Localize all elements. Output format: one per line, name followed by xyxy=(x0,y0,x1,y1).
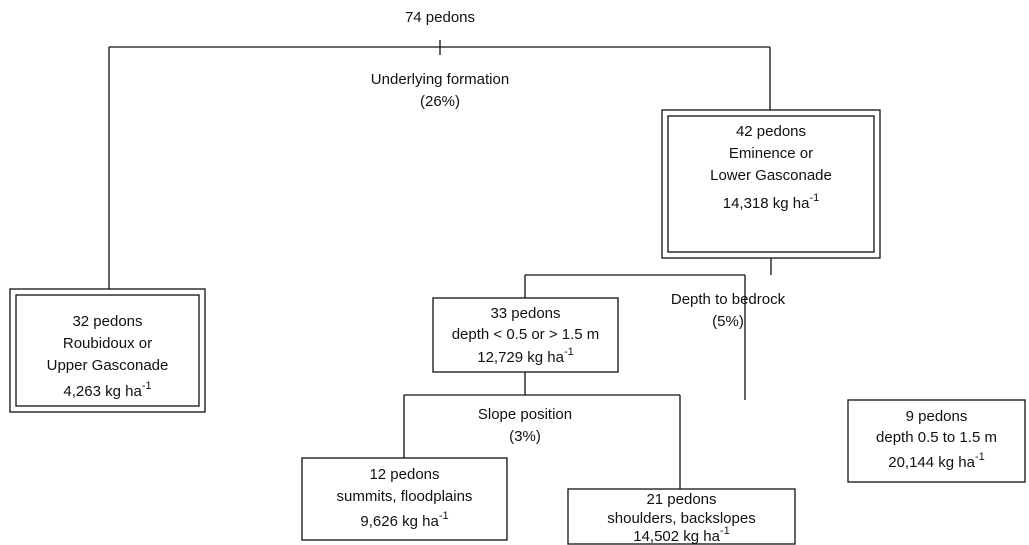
yield-exponent: -1 xyxy=(142,380,152,392)
node-count: 9 pedons xyxy=(906,408,968,425)
yield-value: 12,729 kg ha xyxy=(477,349,564,366)
connectors xyxy=(108,40,772,489)
yield-value: 20,144 kg ha xyxy=(888,454,975,471)
node-condition: Upper Gasconade xyxy=(47,357,169,374)
yield-value: 14,502 kg ha xyxy=(633,528,720,545)
node-count: 33 pedons xyxy=(490,305,560,322)
split-importance: (5%) xyxy=(712,313,744,330)
node-condition: Eminence or xyxy=(729,145,813,162)
node-box xyxy=(567,488,796,545)
node-yield: 14,502 kg ha-1 xyxy=(633,525,730,545)
split-label: Slope position xyxy=(478,406,572,423)
split-importance: (26%) xyxy=(420,93,460,110)
node-condition: shoulders, backslopes xyxy=(607,510,755,527)
node-count: 12 pedons xyxy=(369,466,439,483)
node-condition: depth 0.5 to 1.5 m xyxy=(876,429,997,446)
node-box xyxy=(661,109,881,259)
node-box-inner xyxy=(15,294,200,407)
tree-node: 12 pedons summits, floodplains 9,626 kg ha… xyxy=(301,457,508,541)
yield-value: 4,263 kg ha xyxy=(63,383,142,400)
tree-node: 33 pedons depth < 0.5 or > 1.5 m 12,729 kg… xyxy=(432,297,619,373)
node-box xyxy=(847,399,1026,483)
tree-node: 32 pedons Roubidoux or Upper Gasconade 4,26… xyxy=(9,288,206,413)
yield-exponent: -1 xyxy=(809,192,819,204)
split-label: Underlying formation xyxy=(371,71,509,88)
node-yield: 12,729 kg ha-1 xyxy=(477,346,574,366)
node-condition: summits, floodplains xyxy=(337,488,473,505)
node-condition: Roubidoux or xyxy=(63,335,152,352)
node-yield: 20,144 kg ha-1 xyxy=(888,451,985,471)
tree-node: 9 pedons depth 0.5 to 1.5 m 20,144 kg ha-1 xyxy=(847,399,1026,483)
yield-exponent: -1 xyxy=(720,525,730,537)
yield-exponent: -1 xyxy=(439,510,449,522)
split-label: Depth to bedrock xyxy=(671,291,786,308)
root-label: 74 pedons xyxy=(405,9,475,26)
node-yield: 9,626 kg ha-1 xyxy=(360,510,448,530)
node-box xyxy=(301,457,508,541)
node-box-inner xyxy=(667,115,875,253)
node-count: 32 pedons xyxy=(72,313,142,330)
node-box xyxy=(9,288,206,413)
node-count: 42 pedons xyxy=(736,123,806,140)
node-condition: depth < 0.5 or > 1.5 m xyxy=(452,326,600,343)
node-condition: Lower Gasconade xyxy=(710,167,832,184)
split-importance: (3%) xyxy=(509,428,541,445)
node-count: 21 pedons xyxy=(646,491,716,508)
yield-value: 9,626 kg ha xyxy=(360,513,439,530)
node-box xyxy=(432,297,619,373)
yield-exponent: -1 xyxy=(564,346,574,358)
tree-node: 42 pedons Eminence or Lower Gasconade 14,31… xyxy=(661,109,881,259)
yield-exponent: -1 xyxy=(975,451,985,463)
node-yield: 4,263 kg ha-1 xyxy=(63,380,151,400)
node-yield: 14,318 kg ha-1 xyxy=(723,192,820,212)
yield-value: 14,318 kg ha xyxy=(723,195,810,212)
